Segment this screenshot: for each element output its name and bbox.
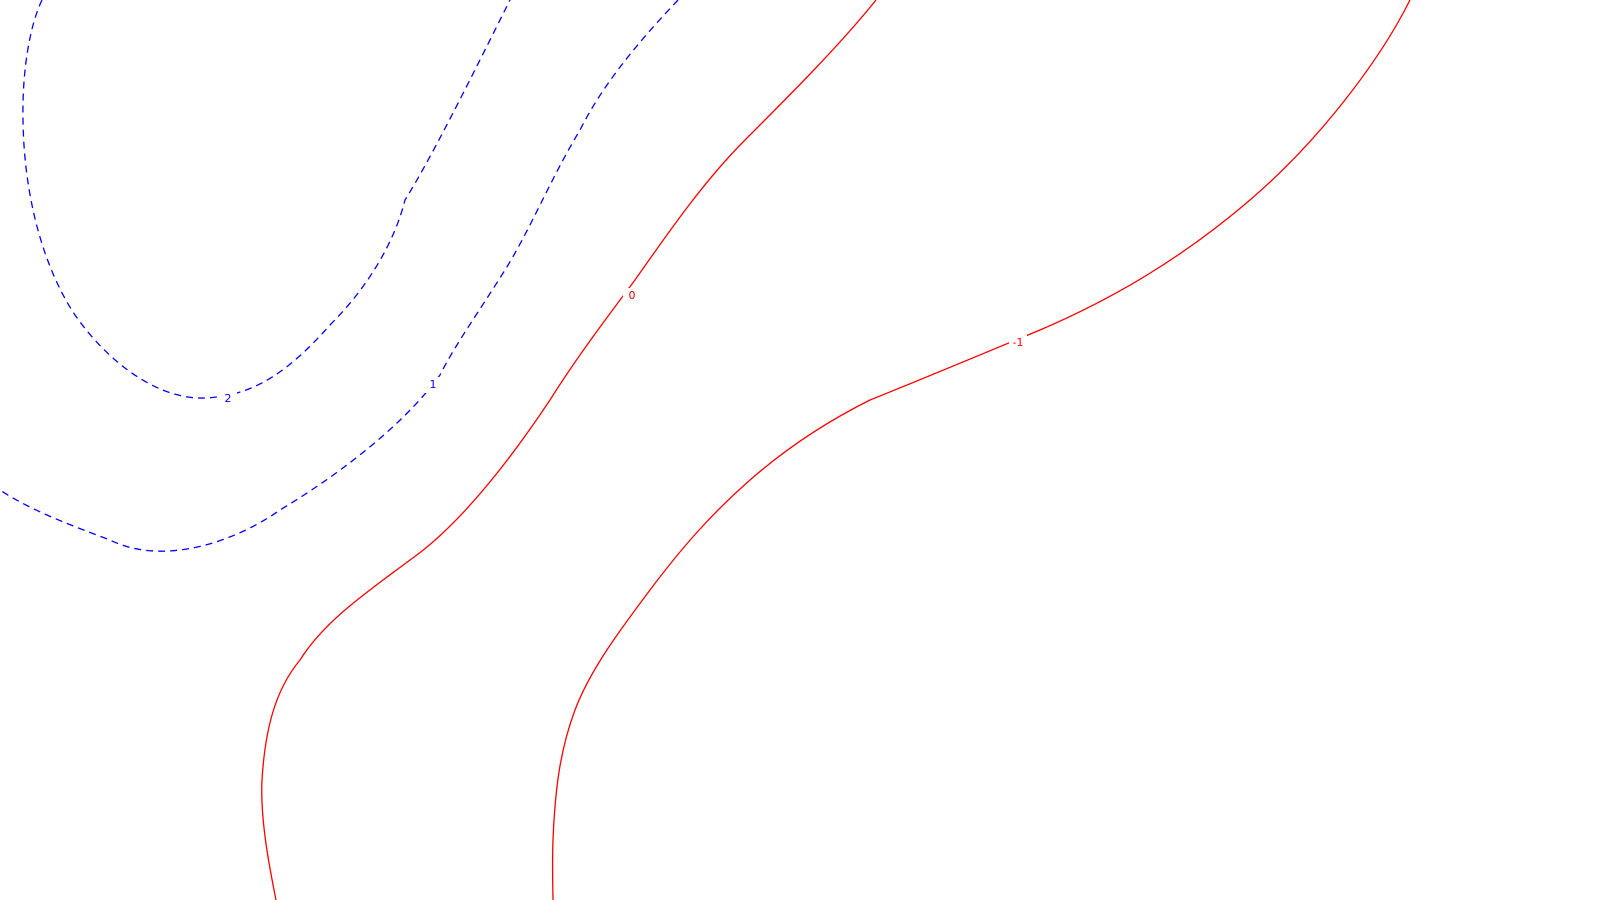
contour-label-2: 2 bbox=[225, 392, 232, 405]
contour-label-neg1: -1 bbox=[1013, 336, 1024, 349]
contour-label-0: 0 bbox=[629, 289, 636, 302]
contour-label-bg bbox=[1009, 335, 1027, 351]
contour-label-1: 1 bbox=[430, 378, 437, 391]
contour-line-level-neg1 bbox=[551, 0, 1411, 900]
contour-label-bg bbox=[219, 391, 237, 407]
contour-label-bg bbox=[623, 288, 641, 304]
contour-lines bbox=[0, 0, 1411, 900]
contour-line-level-2 bbox=[22, 0, 511, 399]
contour-line-level-1 bbox=[0, 0, 679, 552]
contour-label-bg bbox=[424, 377, 442, 393]
contour-labels: 2 1 0 -1 bbox=[219, 288, 1027, 407]
contour-line-level-0 bbox=[261, 0, 877, 900]
